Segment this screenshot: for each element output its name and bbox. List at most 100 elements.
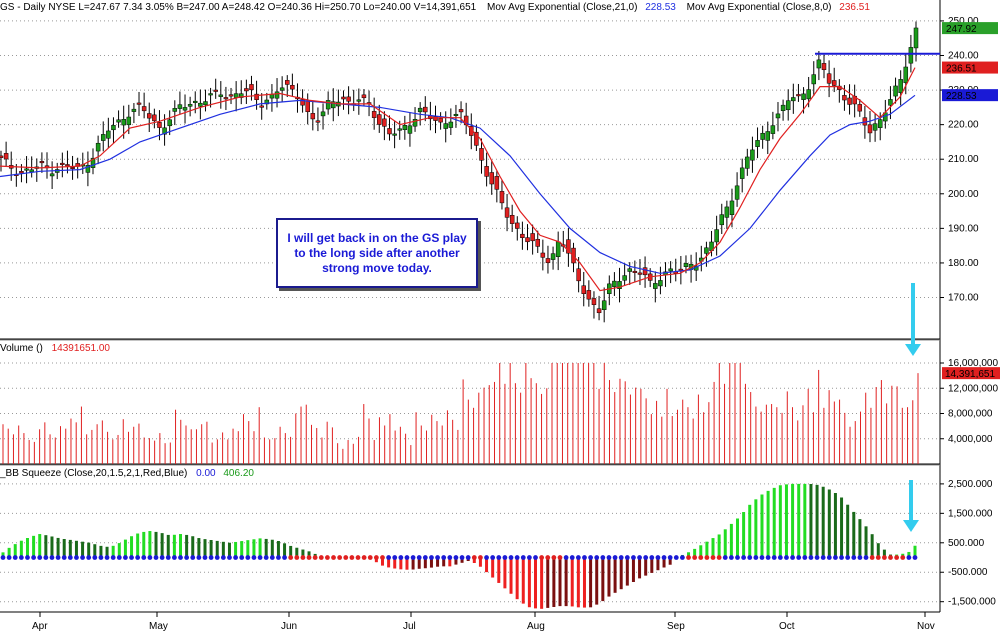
candle-body <box>264 99 270 105</box>
squeeze-dot <box>184 555 190 560</box>
squeeze-dot <box>233 555 238 560</box>
squeeze-dot <box>857 555 863 560</box>
volume-header: Volume () 14391651.00 <box>0 343 110 354</box>
squeeze-dot <box>171 555 177 560</box>
squeeze-dot <box>422 555 428 560</box>
candle-body <box>586 290 592 300</box>
candle-body <box>29 169 34 173</box>
price-badges: 247.92 236.51 228.53 14,391,651 <box>942 22 1000 380</box>
squeeze-dot <box>459 555 465 560</box>
candle-body <box>407 125 413 134</box>
header-price-text: GS - Daily NYSE L=247.67 7.34 3.05% B=24… <box>0 2 477 13</box>
squeeze-dot <box>282 555 287 560</box>
candle-body <box>601 300 607 310</box>
squeeze-dot <box>367 555 373 560</box>
candle-body <box>126 116 132 126</box>
squeeze-dot <box>343 555 349 560</box>
volume-last-badge <box>942 367 1000 380</box>
price-tick-label: 250.00 <box>948 16 979 27</box>
volume-tick-label: 16,000,000 <box>948 358 998 369</box>
candle-body <box>274 91 280 99</box>
candle-body <box>550 253 556 260</box>
squeeze-dot <box>820 555 826 560</box>
squeeze-dot <box>318 555 324 560</box>
candle-body <box>192 100 198 103</box>
squeeze-dot <box>796 555 802 560</box>
candle-body <box>39 161 45 164</box>
candle-body <box>627 268 632 272</box>
squeeze-dot <box>453 555 459 560</box>
squeeze-dot <box>0 555 6 560</box>
squeeze-dot <box>288 555 294 560</box>
squeeze-dot <box>600 555 606 560</box>
squeeze-dot <box>159 555 165 560</box>
volume-value: 14391651.00 <box>52 343 111 354</box>
squeeze-dot <box>12 555 18 560</box>
annotation-note-box: I will get back in on the GS play to the… <box>276 218 478 288</box>
squeeze-dot <box>686 555 691 560</box>
candle-body <box>131 108 137 112</box>
squeeze-dot <box>790 555 795 560</box>
candle-body <box>443 123 448 129</box>
candle-body <box>177 104 183 109</box>
squeeze-dot <box>435 555 440 560</box>
squeeze-dot <box>196 555 202 560</box>
candle-body <box>259 105 264 108</box>
squeeze-dot <box>582 555 587 560</box>
squeeze-dot <box>441 555 447 560</box>
squeeze-dot <box>735 555 740 560</box>
squeeze-dot <box>569 555 575 560</box>
candle-body <box>796 94 801 97</box>
squeeze-dot <box>875 555 881 560</box>
squeeze-dot <box>728 555 734 560</box>
squeeze-dot <box>86 555 92 560</box>
squeeze-dot <box>331 555 336 560</box>
squeeze-dot <box>25 555 30 560</box>
candle-body <box>49 173 55 177</box>
price-header: GS - Daily NYSE L=247.67 7.34 3.05% B=24… <box>0 2 870 13</box>
candle-body <box>90 157 96 168</box>
candle-body <box>653 283 658 289</box>
squeeze-dot <box>269 555 275 560</box>
candle-body <box>218 94 224 97</box>
candle-body <box>831 80 837 86</box>
squeeze-dot <box>398 555 404 560</box>
squeeze-dot <box>900 555 906 560</box>
volume-last-badge-text: 14,391,651 <box>945 369 995 380</box>
candle-body <box>494 176 500 190</box>
squeeze-dot <box>520 555 526 560</box>
candle-body <box>458 109 464 113</box>
candle-body <box>182 107 188 111</box>
candle-body <box>499 191 505 204</box>
squeeze-dot <box>624 555 630 560</box>
squeeze-dot <box>814 555 820 560</box>
squeeze-dot <box>753 555 759 560</box>
squeeze-dot <box>471 555 477 560</box>
candle-body <box>780 104 786 111</box>
candle-body <box>136 102 142 105</box>
candle-body <box>622 275 627 281</box>
candle-body <box>402 125 408 131</box>
squeeze-dot <box>631 555 636 560</box>
candle-body <box>106 130 111 139</box>
candle-body <box>254 93 259 100</box>
squeeze-dot <box>386 555 392 560</box>
squeeze-dot <box>373 555 379 560</box>
ema21-last-badge <box>942 89 998 102</box>
candle-body <box>791 97 796 102</box>
candle-body <box>821 63 827 71</box>
candle-body <box>341 96 346 100</box>
candle-body <box>172 108 178 112</box>
squeeze-dot <box>643 555 649 560</box>
candle-body <box>540 252 546 258</box>
candle-body <box>392 133 397 136</box>
candle-body <box>739 167 745 179</box>
candle-body <box>382 118 387 127</box>
candle-body <box>438 118 443 123</box>
squeeze-dot <box>526 555 532 560</box>
squeeze-dot <box>31 555 37 560</box>
squeeze-dot <box>116 555 122 560</box>
squeeze-dot <box>37 555 43 560</box>
squeeze-dot <box>300 555 306 560</box>
squeeze-momentum-bars <box>1 483 917 609</box>
